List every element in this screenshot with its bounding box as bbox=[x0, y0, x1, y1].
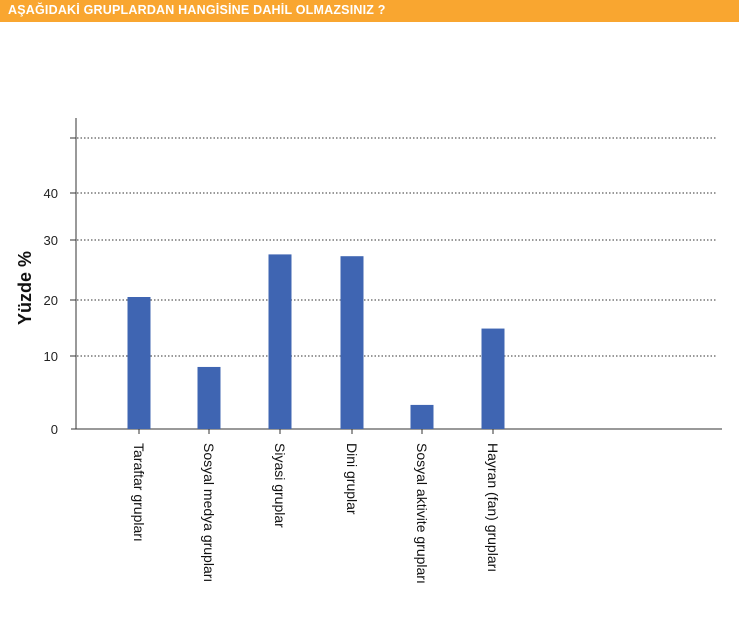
bar bbox=[127, 297, 151, 429]
y-tick-label: 10 bbox=[44, 349, 58, 364]
bar bbox=[197, 366, 221, 429]
x-tick-label: Siyasi gruplar bbox=[272, 443, 288, 528]
y-tick-label: 0 bbox=[51, 422, 58, 437]
x-tick-label: Sosyal medya grupları bbox=[201, 443, 217, 582]
y-tick-label: 40 bbox=[44, 186, 58, 201]
y-tick-label: 20 bbox=[44, 293, 58, 308]
bar bbox=[481, 328, 505, 429]
bar bbox=[340, 256, 364, 429]
header-bar: AŞAĞIDAKİ GRUPLARDAN HANGİSİNE DAHİL OLM… bbox=[0, 0, 739, 22]
x-tick-label: Dini gruplar bbox=[344, 443, 360, 515]
x-tick-label: Sosyal aktivite grupları bbox=[414, 443, 430, 584]
x-tick-label: Hayran (fan) grupları bbox=[485, 443, 501, 572]
question-title: AŞAĞIDAKİ GRUPLARDAN HANGİSİNE DAHİL OLM… bbox=[8, 3, 386, 17]
y-tick-label: 30 bbox=[44, 233, 58, 248]
y-axis-label: Yüzde % bbox=[15, 251, 35, 325]
x-tick-label: Taraftar grupları bbox=[131, 443, 147, 542]
bar bbox=[410, 404, 434, 429]
bar bbox=[268, 254, 292, 429]
